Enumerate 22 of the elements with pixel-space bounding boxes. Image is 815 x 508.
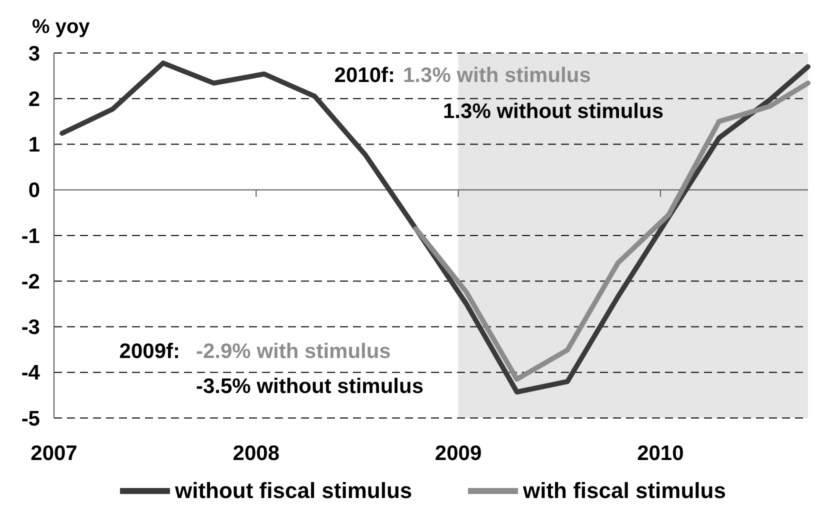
x-tick-label: 2010	[637, 442, 684, 465]
annotation: 1.3% without stimulus	[443, 100, 664, 123]
legend-label: with fiscal stimulus	[522, 478, 726, 503]
annotation: 2010f:	[334, 64, 395, 87]
y-tick-label: -1	[21, 224, 40, 248]
y-tick-label: -3	[21, 316, 40, 340]
annotation: -3.5% without stimulus	[196, 375, 424, 398]
y-tick-label: -5	[21, 407, 40, 430]
y-tick-label: 1	[28, 134, 40, 157]
annotation: 1.3% with stimulus	[403, 64, 591, 87]
annotation: 2009f:	[119, 340, 180, 363]
y-tick-label: -2	[21, 270, 40, 294]
y-tick-label: -4	[21, 362, 40, 385]
y-tick-label: 2	[28, 88, 40, 111]
x-tick-label: 2009	[434, 442, 482, 465]
x-tick-label: 2008	[232, 442, 280, 465]
y-tick-label: 3	[28, 42, 40, 66]
y-axis-title: % yoy	[32, 16, 91, 38]
x-tick-label: 2007	[30, 442, 78, 465]
legend-label: without fiscal stimulus	[174, 478, 412, 503]
annotation: -2.9% with stimulus	[196, 340, 391, 363]
y-tick-label: 0	[28, 179, 40, 202]
